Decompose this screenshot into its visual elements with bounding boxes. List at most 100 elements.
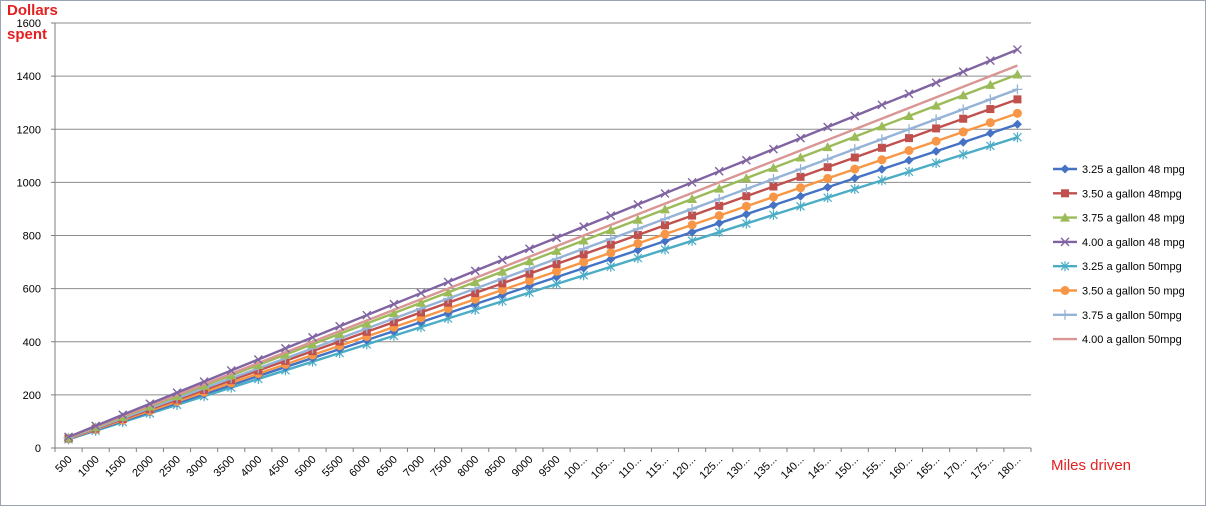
x-tick-label: 150... (833, 454, 861, 482)
data-point (986, 105, 995, 114)
data-point (795, 152, 806, 162)
data-point (660, 236, 670, 246)
data-point (795, 164, 806, 175)
data-point (660, 244, 670, 255)
data-point (714, 193, 725, 204)
data-point (1012, 84, 1023, 95)
data-point (823, 173, 833, 183)
data-point (715, 201, 724, 210)
data-point (769, 209, 778, 220)
data-point (687, 177, 697, 187)
data-point (1060, 237, 1070, 247)
data-point (932, 124, 941, 133)
series-line (68, 123, 1018, 441)
x-tick-label: 4000 (239, 454, 265, 480)
data-point (796, 133, 806, 143)
data-point (741, 173, 752, 183)
data-point (632, 223, 643, 234)
y-tick-label: 1000 (17, 177, 41, 189)
data-point (1061, 189, 1069, 198)
data-point (687, 235, 697, 246)
x-tick-label: 3000 (184, 454, 210, 480)
data-point (606, 240, 615, 249)
data-point (606, 211, 616, 221)
data-point (796, 172, 805, 181)
x-tick-label: 1000 (76, 454, 102, 480)
data-point (714, 211, 724, 221)
x-tick-label: 4500 (266, 454, 292, 480)
data-point (552, 259, 561, 268)
data-point (931, 78, 941, 88)
data-point (389, 299, 399, 309)
x-tick-label: 125... (697, 454, 725, 482)
data-point (931, 146, 941, 156)
data-point (714, 227, 724, 238)
data-point (958, 127, 968, 137)
data-point (768, 200, 778, 210)
data-point (796, 191, 806, 201)
data-point (91, 421, 101, 431)
legend-label: 3.75 a gallon 50mpg (1082, 310, 1182, 322)
data-point (687, 203, 698, 214)
data-point (335, 321, 345, 331)
data-point (605, 233, 616, 244)
data-point (1060, 309, 1070, 320)
data-point (904, 110, 914, 120)
legend-item: 3.25 a gallon 48 mpg (1053, 164, 1185, 176)
data-point (524, 276, 534, 286)
data-point (714, 218, 724, 228)
data-point (416, 297, 426, 307)
data-point (280, 343, 290, 353)
y-tick-label: 1400 (17, 71, 41, 83)
data-point (741, 218, 751, 229)
data-point (849, 144, 860, 155)
data-point (308, 332, 318, 342)
x-tick-label: 180... (996, 454, 1024, 482)
data-point (64, 432, 74, 442)
series-line (68, 88, 1018, 440)
legend: 3.25 a gallon 48 mpg 3.50 a gallon 48mpg 3… (1053, 164, 1185, 346)
x-tick-label: 2000 (130, 454, 156, 480)
data-point (470, 276, 481, 286)
data-point (606, 254, 616, 264)
data-point (850, 111, 860, 121)
data-point (931, 158, 941, 169)
data-point (877, 100, 887, 110)
x-tick-label: 135... (752, 454, 780, 482)
data-point (850, 153, 859, 162)
series-2 (64, 95, 1022, 443)
legend-label: 3.50 a gallon 50 mpg (1082, 286, 1185, 298)
data-point (931, 100, 942, 110)
data-point (443, 277, 453, 287)
y-tick-label: 1200 (17, 124, 41, 136)
x-tick-label: 8000 (456, 454, 482, 480)
x-tick-label: 6000 (347, 454, 373, 480)
data-point (904, 166, 914, 177)
data-point (226, 366, 236, 376)
data-point (524, 244, 534, 254)
y-tick-label: 1600 (17, 18, 41, 30)
x-tick-label: 7500 (428, 454, 454, 480)
data-point (632, 214, 643, 224)
data-point (497, 255, 507, 265)
data-point (1060, 286, 1070, 295)
data-point (877, 175, 887, 186)
data-point (1060, 212, 1070, 222)
data-point (579, 257, 589, 267)
x-tick-label: 140... (779, 454, 807, 482)
data-point (985, 94, 996, 105)
data-point (579, 250, 588, 259)
data-point (876, 121, 887, 131)
data-point (552, 233, 562, 243)
data-point (1060, 164, 1070, 174)
legend-item: 3.50 a gallon 48mpg (1053, 188, 1182, 200)
data-point (1060, 261, 1070, 272)
series-6 (64, 108, 1022, 444)
data-point (579, 222, 589, 232)
y-tick-label: 600 (23, 284, 41, 296)
x-tick-label: 170... (941, 454, 969, 482)
data-point (985, 140, 995, 151)
data-point (552, 266, 562, 276)
